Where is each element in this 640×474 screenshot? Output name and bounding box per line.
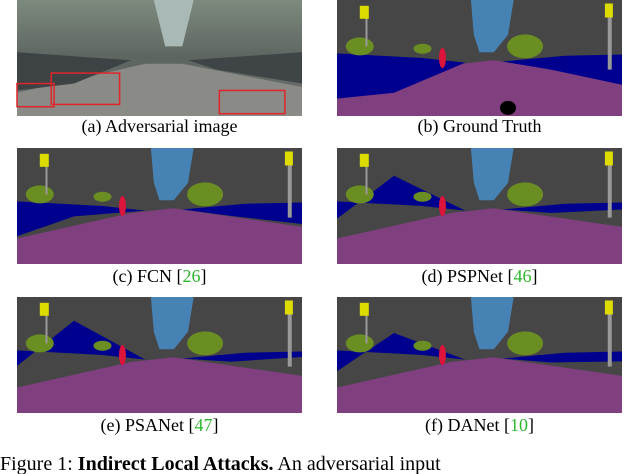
sky — [150, 297, 194, 350]
caption-label: (f) DANet [ — [425, 415, 510, 436]
panel-caption: (f) DANet [10] — [425, 415, 534, 436]
sign — [359, 302, 369, 316]
caption-label: (e) PSANet [ — [101, 415, 195, 436]
panel: (a) Adversarial image — [16, 0, 302, 137]
cars-left — [337, 175, 466, 219]
citation: 47 — [194, 415, 212, 435]
blob — [500, 100, 516, 115]
vegetation — [187, 331, 224, 356]
vegetation — [345, 37, 374, 56]
cars-left — [17, 320, 146, 366]
attack-region — [50, 72, 121, 106]
pole — [607, 165, 612, 218]
pole — [365, 159, 368, 195]
panel: (e) PSANet [47] — [17, 297, 302, 436]
pole — [287, 165, 292, 218]
sky — [150, 148, 194, 201]
vegetation — [93, 191, 112, 202]
road — [337, 60, 622, 116]
panel-caption: (d) PSPNet [46] — [421, 266, 537, 287]
caption-label: Figure 1: — [0, 453, 73, 474]
vegetation — [413, 43, 432, 54]
person — [438, 48, 446, 68]
vegetation — [187, 182, 224, 207]
vegetation — [93, 340, 112, 351]
vegetation — [413, 191, 432, 202]
photo-cars — [188, 52, 302, 84]
panel: (b) Ground Truth — [337, 0, 622, 137]
panel: (c) FCN [26] — [17, 148, 302, 287]
caption-label: (d) PSPNet [ — [421, 266, 513, 287]
sign — [39, 302, 49, 316]
panel-caption: (e) PSANet [47] — [101, 415, 219, 436]
road — [337, 357, 622, 413]
cars-right — [502, 202, 622, 213]
person — [118, 196, 126, 216]
panel-caption: (a) Adversarial image — [82, 116, 238, 137]
caption-label: (b) Ground Truth — [417, 116, 541, 137]
road — [17, 357, 302, 413]
cars-right — [182, 202, 302, 224]
sky — [470, 0, 514, 53]
vegetation — [413, 340, 432, 351]
sign — [284, 300, 293, 315]
attack-region — [16, 82, 55, 108]
cars-left — [17, 201, 146, 237]
person — [118, 345, 126, 365]
road — [17, 208, 302, 264]
road — [337, 208, 622, 264]
panel: (d) PSPNet [46] — [337, 148, 622, 287]
sign — [604, 151, 613, 166]
caption-text: An adversarial input — [277, 453, 441, 474]
cars-right — [182, 351, 302, 362]
vegetation — [507, 34, 544, 59]
caption-label: (a) Adversarial image — [82, 116, 238, 137]
panel-caption: (c) FCN [26] — [113, 266, 207, 287]
vegetation — [345, 334, 374, 353]
vegetation — [345, 185, 374, 204]
sign — [39, 153, 49, 167]
figure-caption: Figure 1: Indirect Local Attacks. An adv… — [0, 453, 441, 474]
sign — [604, 3, 613, 18]
pole — [365, 11, 368, 47]
sky — [470, 148, 514, 201]
vegetation — [507, 331, 544, 356]
caption-end: ] — [532, 266, 538, 286]
pole — [45, 159, 48, 195]
vegetation — [507, 182, 544, 207]
caption-end: ] — [212, 415, 218, 435]
vegetation — [25, 185, 54, 204]
cars-right — [502, 351, 622, 363]
caption-end: ] — [528, 415, 534, 435]
vegetation — [25, 334, 54, 353]
pole — [45, 308, 48, 344]
caption-end: ] — [201, 266, 207, 286]
cars-left — [337, 53, 466, 99]
panel-caption: (b) Ground Truth — [417, 116, 541, 137]
cars-left — [337, 333, 466, 372]
sign — [359, 153, 369, 167]
person — [438, 196, 446, 216]
panel: (f) DANet [10] — [337, 297, 622, 436]
attack-region — [218, 89, 286, 115]
caption-title: Indirect Local Attacks. — [78, 453, 274, 474]
cars-right — [502, 54, 622, 85]
citation: 26 — [183, 266, 201, 286]
citation: 10 — [510, 415, 528, 435]
pole — [607, 314, 612, 367]
person — [438, 345, 446, 365]
pole — [287, 314, 292, 367]
photo-sky — [153, 0, 194, 47]
photo-cars — [17, 52, 131, 91]
sky — [470, 297, 514, 350]
pole — [365, 308, 368, 344]
sign — [284, 151, 293, 166]
sign — [604, 300, 613, 315]
caption-label: (c) FCN [ — [113, 266, 183, 287]
citation: 46 — [514, 266, 532, 286]
pole — [607, 17, 612, 70]
sign — [359, 5, 369, 19]
